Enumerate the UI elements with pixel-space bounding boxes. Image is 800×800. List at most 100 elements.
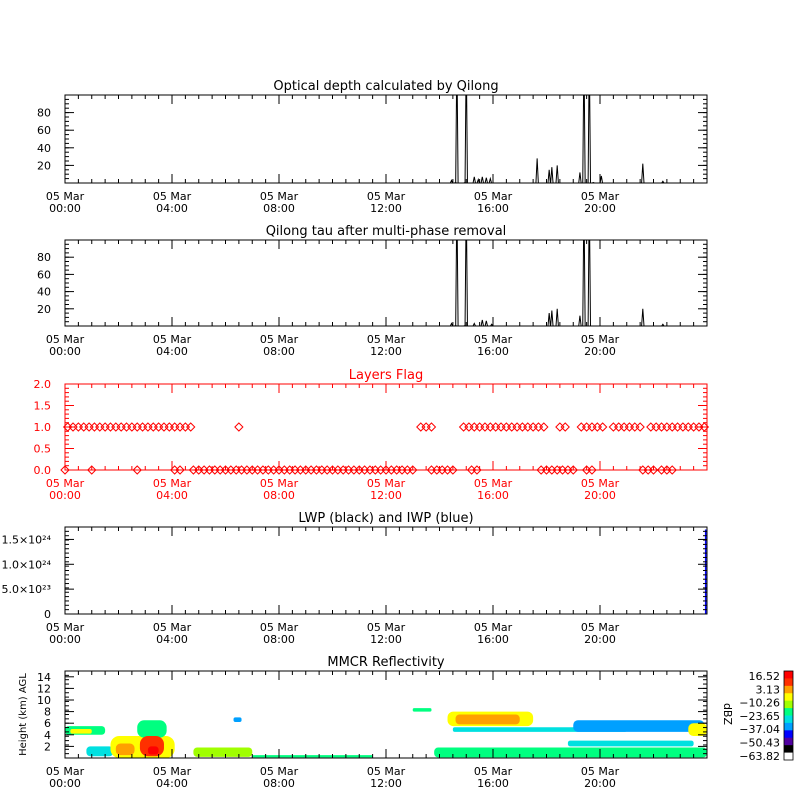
layer-flag-point (507, 422, 517, 432)
layer-flag-point (501, 422, 512, 432)
colorbar-tick-label: −10.26 (739, 697, 780, 710)
reflectivity-cell (70, 729, 92, 734)
colorbar-segment (784, 722, 793, 731)
layer-flag-point (469, 422, 479, 432)
layer-flag-point (592, 422, 603, 432)
layer-flag-point (153, 422, 164, 432)
layer-flag-point (683, 422, 693, 432)
colorbar-segment (784, 715, 793, 724)
optical-depth-line (65, 240, 707, 326)
y-tick-label: 8 (44, 706, 51, 719)
x-tick-label-time: 20:00 (584, 777, 616, 790)
y-tick-label: 20 (37, 303, 51, 316)
x-tick-label-date: 05 Mar (474, 333, 513, 346)
layer-flag-point (121, 422, 132, 432)
panel-title: MMCR Reflectivity (327, 655, 445, 670)
x-tick-label-time: 16:00 (477, 202, 509, 215)
layer-flag-point (143, 422, 153, 432)
plot-frame (64, 239, 708, 327)
reflectivity-cell (252, 755, 373, 758)
x-tick-label-date: 05 Mar (367, 621, 406, 634)
colorbar-tick-label: 16.52 (749, 670, 781, 683)
x-tick-label-time: 04:00 (156, 202, 188, 215)
layer-flag-point (73, 422, 84, 432)
reflectivity-cell (193, 747, 253, 757)
layer-flag-point (619, 422, 629, 432)
layer-flag-point (688, 422, 699, 432)
x-tick-label-date: 05 Mar (153, 621, 192, 634)
layer-flag-point (667, 465, 677, 475)
panel-2: Qilong tau after multi-phase removal 20 40… (37, 224, 708, 358)
layer-flag-point (89, 422, 100, 432)
plot-area (65, 95, 707, 183)
layer-flag-point (87, 465, 97, 475)
layer-flag-point (159, 422, 169, 432)
layer-flag-point (60, 465, 70, 475)
y-tick-label: 1.5 (34, 400, 52, 413)
layer-flag-point (667, 422, 677, 432)
layer-flag-point (635, 422, 645, 432)
layer-flag-point (517, 422, 528, 432)
x-tick-label-time: 00:00 (49, 202, 81, 215)
x-tick-label-time: 16:00 (477, 777, 509, 790)
y-tick-label: 0.5 (34, 443, 52, 456)
colorbar-segment (784, 693, 793, 702)
y-tick-label: 6 (44, 717, 51, 730)
layer-flag-point (448, 465, 458, 475)
layer-flag-point (132, 422, 142, 432)
layer-flag-point (132, 465, 142, 475)
panel-title: Optical depth calculated by Qilong (273, 79, 498, 94)
colorbar-tick-label: −37.04 (739, 723, 780, 736)
x-tick-label-date: 05 Mar (260, 477, 299, 490)
colorbar-tick-label: 3.13 (756, 683, 781, 696)
x-tick-label-date: 05 Mar (260, 621, 299, 634)
reflectivity-cell (147, 746, 159, 755)
layer-flag-point (485, 422, 496, 432)
x-tick-label-time: 08:00 (263, 345, 295, 358)
layer-flag-point (587, 422, 597, 432)
x-tick-label-date: 05 Mar (260, 333, 299, 346)
x-tick-label-time: 08:00 (263, 777, 295, 790)
layer-flag-point (79, 422, 89, 432)
colorbar-tick-label: −63.82 (739, 750, 780, 763)
layer-flag-point (651, 422, 661, 432)
layer-flag-point (597, 422, 608, 432)
x-tick-label-date: 05 Mar (153, 190, 192, 203)
x-tick-label-date: 05 Mar (46, 477, 85, 490)
x-tick-label-time: 12:00 (370, 345, 402, 358)
layer-flag-point (576, 422, 586, 432)
x-tick-label-date: 05 Mar (46, 190, 85, 203)
y-tick-label: 20 (37, 159, 51, 172)
layer-flag-point (555, 422, 565, 432)
x-tick-label-time: 00:00 (49, 345, 81, 358)
x-tick-label-time: 16:00 (477, 345, 509, 358)
y-tick-label: 80 (37, 107, 51, 120)
x-tick-label-date: 05 Mar (367, 333, 406, 346)
layer-flag-point (169, 422, 180, 432)
reflectivity-cell (688, 723, 707, 736)
y-tick-label: 60 (37, 124, 51, 137)
y-tick-label: 80 (37, 251, 51, 264)
x-tick-label-date: 05 Mar (153, 477, 192, 490)
colorbar-segment (784, 737, 793, 746)
x-tick-label-date: 05 Mar (581, 333, 620, 346)
y-tick-label: 40 (37, 142, 51, 155)
panel-1: Optical depth calculated by Qilong 20 40 60… (37, 79, 708, 215)
x-tick-label-date: 05 Mar (153, 765, 192, 778)
layer-flag-point (175, 422, 185, 432)
layer-flag-point (646, 422, 656, 432)
panel-5: 16.523.13−10.26−23.65−37.04−50.43−63.82 d… (18, 655, 794, 790)
layer-flag-point (234, 422, 244, 432)
colorbar-segment (784, 685, 793, 694)
plot-area (65, 708, 707, 758)
x-tick-label-time: 12:00 (370, 202, 402, 215)
layer-flag-point (539, 422, 549, 432)
plot-area (65, 240, 707, 326)
colorbar-frame (783, 670, 794, 761)
colorbar-segment (784, 708, 793, 716)
x-tick-label-date: 05 Mar (581, 477, 620, 490)
layer-flag-point (186, 422, 196, 432)
layer-flag-point (587, 465, 597, 475)
layer-flag-point (421, 422, 431, 432)
